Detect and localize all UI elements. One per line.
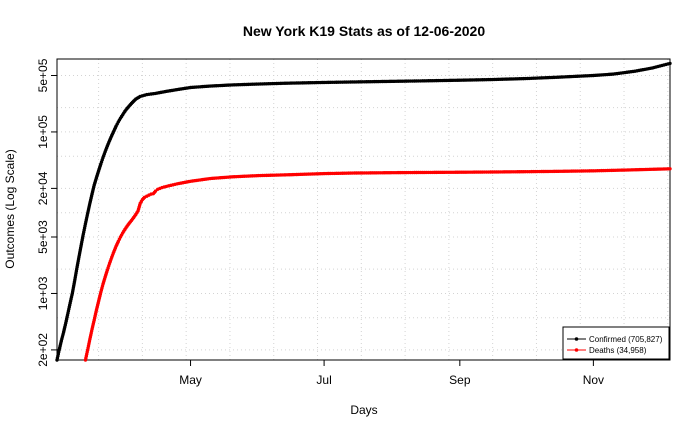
data-point-deaths	[668, 167, 672, 171]
x-tick-label: Sep	[449, 373, 471, 387]
y-tick-label: 5e+03	[36, 220, 50, 254]
y-axis: 2e+02 1e+03 5e+03 2e+04 1e+05 5e+05	[36, 58, 57, 367]
legend-box	[562, 326, 670, 360]
legend-marker-confirmed	[574, 337, 579, 341]
x-axis-title: Days	[350, 403, 377, 417]
legend-marker-deaths	[574, 348, 579, 352]
legend-item-deaths: Deaths (34,958)	[567, 346, 647, 355]
series-layer	[55, 61, 672, 362]
legend-label-confirmed: Confirmed (705,827)	[589, 335, 663, 344]
y-tick-label: 2e+02	[36, 333, 50, 367]
y-tick-label: 1e+03	[36, 276, 50, 310]
legend: Confirmed (705,827) Deaths (34,958)	[562, 326, 670, 360]
y-tick-label: 5e+05	[36, 58, 50, 92]
x-tick-label: May	[179, 373, 202, 387]
y-tick-label: 1e+05	[36, 115, 50, 149]
y-axis-title: Outcomes (Log Scale)	[3, 149, 17, 268]
x-axis: May Jul Sep Nov	[179, 360, 604, 387]
series-line-confirmed	[56, 62, 671, 361]
chart-title: New York K19 Stats as of 12-06-2020	[243, 23, 485, 39]
plot-area	[56, 58, 671, 361]
legend-item-confirmed: Confirmed (705,827)	[567, 335, 663, 344]
legend-label-deaths: Deaths (34,958)	[589, 346, 647, 355]
data-point-confirmed	[668, 61, 672, 66]
y-tick-label: 2e+04	[36, 171, 50, 205]
x-tick-label: Jul	[316, 373, 331, 387]
grid-lines	[57, 59, 670, 360]
x-tick-label: Nov	[583, 373, 604, 387]
